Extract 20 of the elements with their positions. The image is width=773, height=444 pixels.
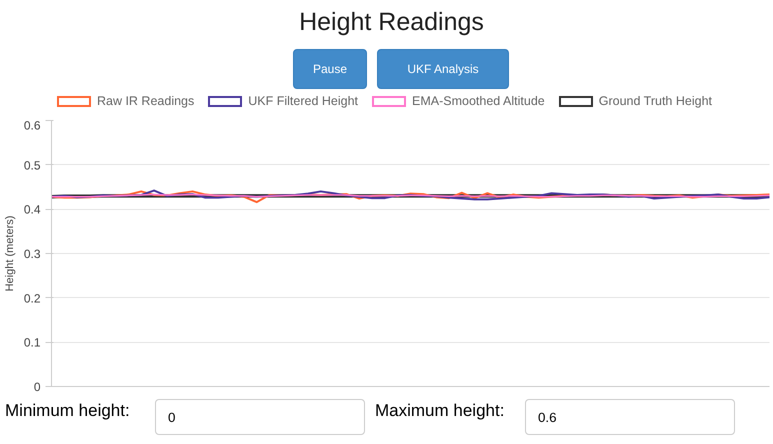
text: Minimum height: xyxy=(5,400,130,422)
y-tick-label: 0.1 xyxy=(24,336,41,350)
text: Pause xyxy=(293,49,367,89)
y-tick-label: 0 xyxy=(34,380,41,394)
y-tick-label: 0.2 xyxy=(24,291,41,306)
legend-label: UKF Filtered Height xyxy=(248,94,358,108)
text: 0 xyxy=(155,399,365,435)
y-tick-label: 0.5 xyxy=(24,158,41,172)
text: UKF Analysis xyxy=(377,49,509,89)
line-series xyxy=(52,190,770,200)
y-tick-label: 0.4 xyxy=(24,202,41,217)
y-axis-title: Height (meters) xyxy=(4,216,16,292)
text: 0.6 xyxy=(525,399,735,435)
y-tick-label: 0.6 xyxy=(24,118,41,132)
legend-label: EMA-Smoothed Altitude xyxy=(412,94,545,108)
text: Maximum height: xyxy=(375,400,504,422)
legend-label: Raw IR Readings xyxy=(96,94,194,108)
legend-label: Ground Truth Height xyxy=(598,94,712,108)
y-tick-label: 0.3 xyxy=(24,247,41,261)
chart-title: Height Readings xyxy=(299,7,484,38)
